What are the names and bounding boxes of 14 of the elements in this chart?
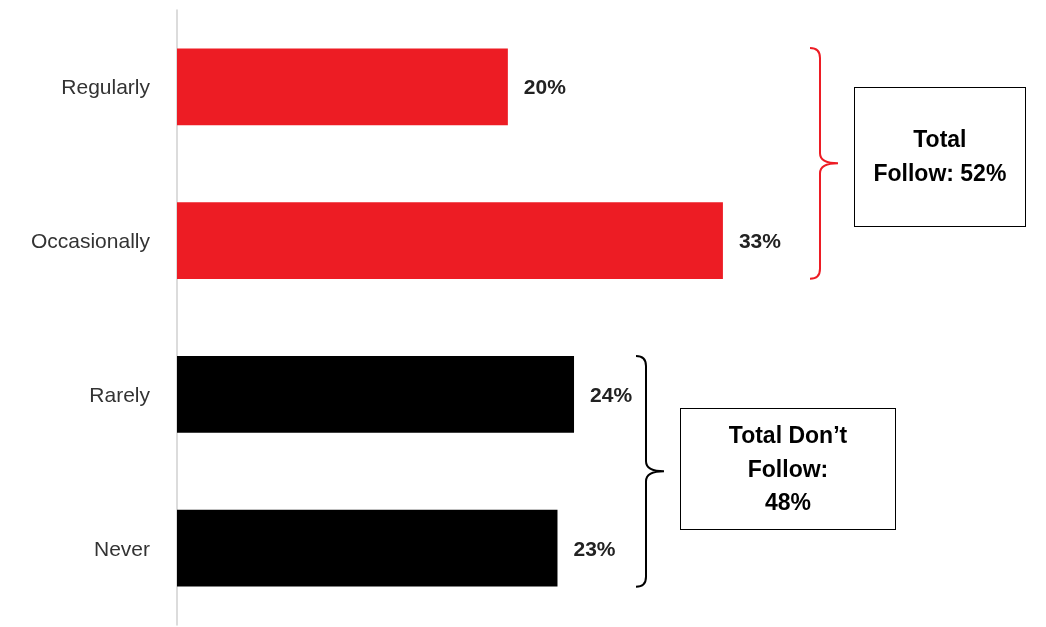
data-label: 24% [590,382,633,406]
y-tick-label: Regularly [61,75,151,99]
y-tick-label: Occasionally [30,229,151,253]
data-label: 23% [573,536,616,560]
y-tick-label: Rarely [89,382,151,406]
data-label: 33% [738,229,782,253]
bar [177,48,508,126]
y-tick-label: Never [93,536,150,560]
text-box: Total Don’t Follow: 48% [680,408,896,531]
data-label: 20% [523,75,567,99]
text-box: Total Follow: 52% [853,86,1026,227]
bar [177,202,723,280]
bar [177,355,575,433]
bar [177,509,558,587]
